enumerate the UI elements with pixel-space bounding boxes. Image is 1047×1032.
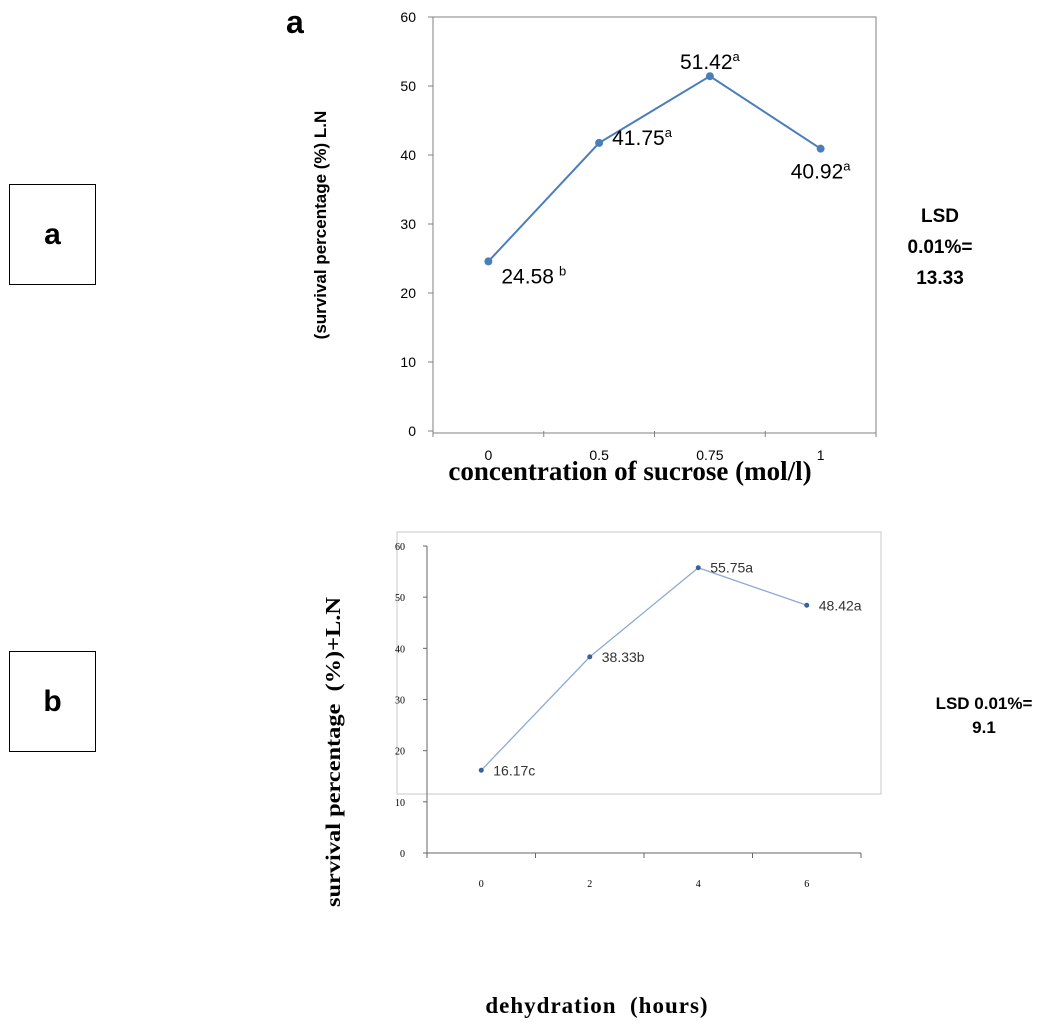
panel-label-b: b — [9, 651, 96, 752]
chart-a-data-label-letter: a — [843, 159, 851, 174]
chart-a-data-label: 51.42a — [680, 49, 741, 74]
chart-a-xtick-label: 0 — [484, 447, 492, 463]
chart-a-data-label-value: 51.42 — [680, 51, 733, 74]
chart-a-series-line — [487, 75, 822, 263]
chart-a-xlabel: concentration of sucrose (mol/l) — [448, 456, 811, 486]
chart-a-ylabel: (survival percentage (%) L.N — [311, 111, 330, 340]
chart-a-data-label-value: 41.75 — [612, 127, 665, 150]
chart-b-ytick-label: 10 — [395, 798, 405, 809]
lsd-b-line-1: LSD 0.01%= — [935, 694, 1033, 713]
chart-a-ytick-label: 10 — [400, 354, 416, 370]
chart-a-xtick-label: 0.75 — [696, 447, 723, 463]
chart-b-xlabel: dehydration (hours) — [485, 993, 708, 1018]
chart-b-series-line — [480, 567, 807, 771]
chart-a-point — [484, 257, 493, 266]
lsd-note-b: LSD 0.01%= 9.1 — [924, 692, 1044, 740]
chart-a-data-label-letter: a — [665, 125, 673, 140]
chart-b-ytick-label: 0 — [400, 849, 405, 860]
chart-a-data-label-value: 24.58 — [501, 265, 554, 288]
chart-b-data-label: 48.42a — [819, 597, 862, 613]
chart-a-ytick-label: 30 — [400, 216, 416, 232]
panel-label-b-text: b — [43, 684, 62, 718]
chart-b-point — [587, 654, 593, 660]
chart-b-ylabel: survival percentage (%)+L.N — [321, 597, 345, 907]
chart-a-point — [816, 144, 825, 153]
chart-a-ytick-label: 20 — [400, 285, 416, 301]
chart-b-data-label: 16.17c — [493, 762, 535, 778]
chart-b-ytick-label: 20 — [395, 747, 405, 758]
chart-a-data-label-letter: a — [733, 49, 741, 64]
chart-b-xtick-label: 2 — [587, 879, 592, 890]
chart-b-point — [804, 602, 810, 608]
chart-a-ytick-label: 50 — [400, 78, 416, 94]
chart-a-data-label-letter: b — [559, 263, 566, 278]
panel-label-a: a — [9, 184, 96, 285]
chart-a-data-label: 40.92a — [791, 159, 852, 184]
chart-a-point — [595, 138, 604, 147]
chart-b-data-label: 38.33b — [602, 649, 645, 665]
panel-label-a-text: a — [44, 217, 61, 251]
chart-b-ytick-label: 30 — [395, 696, 405, 707]
chart-a-ytick-label: 0 — [408, 423, 416, 439]
chart-a-point — [705, 72, 714, 81]
chart-a-xtick-label: 1 — [817, 447, 825, 463]
lsd-note-a: LSD 0.01%= 13.33 — [880, 201, 1000, 294]
chart-b-point — [695, 565, 701, 571]
chart-b-data-label: 55.75a — [710, 560, 753, 576]
lsd-a-line-1: LSD — [921, 206, 959, 227]
chart-b-ytick-label: 60 — [395, 542, 405, 553]
lsd-b-line-2: 9.1 — [972, 718, 996, 737]
chart-b-xtick-label: 0 — [479, 879, 484, 890]
chart-a-data-label: 24.58 b — [501, 263, 566, 288]
lsd-a-line-2: 0.01%= — [907, 237, 973, 258]
lsd-a-line-3: 13.33 — [916, 268, 964, 289]
chart-a-data-label-value: 40.92 — [791, 161, 844, 184]
chart-a-ytick-label: 60 — [400, 9, 416, 25]
chart-a-data-label: 41.75a — [612, 125, 673, 150]
chart-b-ytick-label: 50 — [395, 593, 405, 604]
chart-a-ytick-label: 40 — [400, 147, 416, 163]
chart-b-frame — [396, 531, 882, 795]
chart-b-point — [478, 767, 484, 773]
chart-b-xtick-label: 4 — [696, 879, 701, 890]
chart-b-ytick-label: 40 — [395, 644, 405, 655]
chart-a-xtick-label: 0.5 — [589, 447, 609, 463]
chart-a-letter: a — [286, 4, 304, 40]
chart-b-xtick-label: 6 — [804, 879, 809, 890]
